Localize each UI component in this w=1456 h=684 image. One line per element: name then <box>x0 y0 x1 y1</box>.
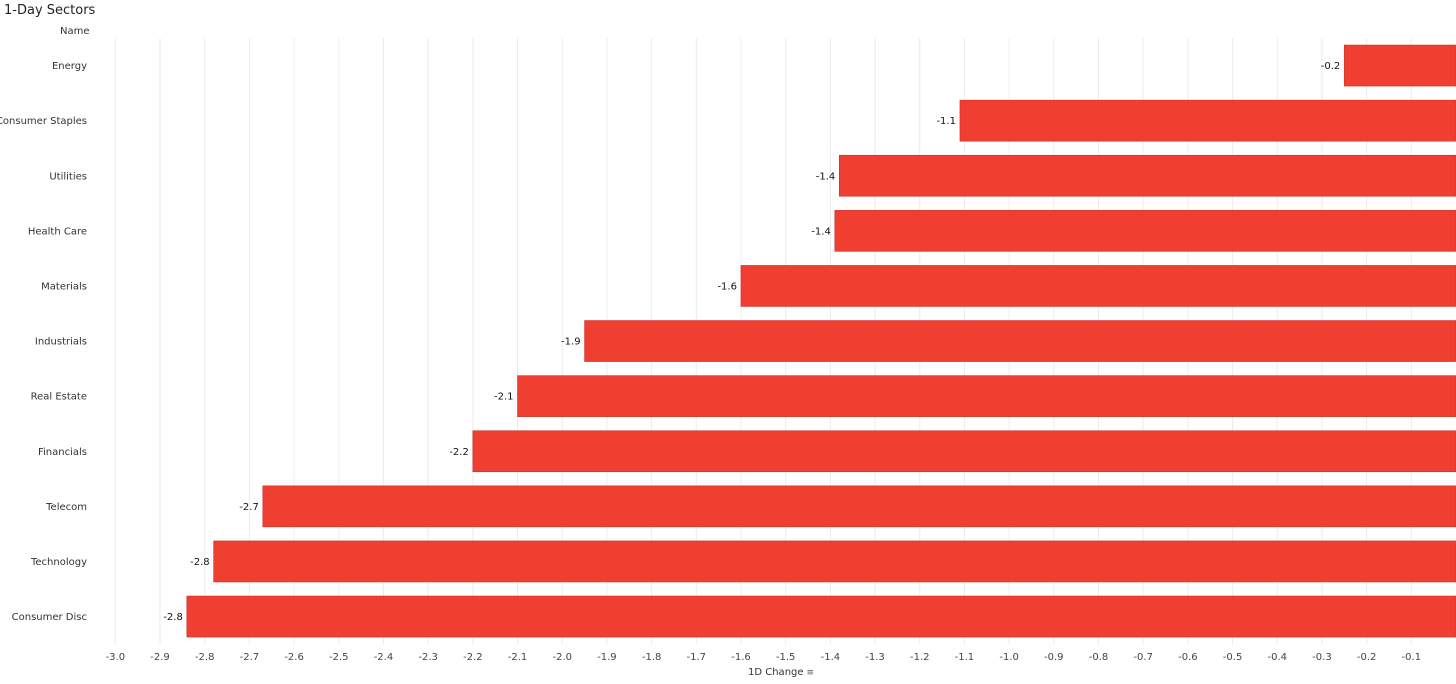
x-axis-title[interactable]: 1D Change ≡ <box>748 667 814 678</box>
x-tick-label: -0.6 <box>1178 652 1198 663</box>
x-tick-label: -2.7 <box>240 652 260 663</box>
category-label: Telecom <box>45 502 87 513</box>
x-tick-label: -1.8 <box>642 652 662 663</box>
category-label: Health Care <box>28 226 87 237</box>
x-tick-label: -1.1 <box>955 652 975 663</box>
data-label: -0.2 <box>1321 61 1341 72</box>
x-tick-label: -2.3 <box>418 652 438 663</box>
bar[interactable] <box>838 154 1456 197</box>
x-tick-label: -1.6 <box>731 652 751 663</box>
category-label: Industrials <box>35 337 87 348</box>
x-tick-label: -0.3 <box>1312 652 1332 663</box>
bars <box>186 44 1456 638</box>
data-label: -1.9 <box>561 337 581 348</box>
bar[interactable] <box>262 485 1456 528</box>
x-tick-label: -1.9 <box>597 652 617 663</box>
category-label: Financials <box>38 447 87 458</box>
data-label: -1.4 <box>816 171 836 182</box>
x-tick-label: -2.4 <box>374 652 394 663</box>
x-tick-label: -0.4 <box>1267 652 1287 663</box>
row-header-name[interactable]: Name <box>60 26 90 37</box>
data-label: -2.8 <box>163 612 183 623</box>
x-axis-title-text: 1D Change <box>748 667 804 678</box>
x-tick-label: -2.9 <box>150 652 170 663</box>
x-tick-label: -2.5 <box>329 652 349 663</box>
bar[interactable] <box>213 540 1456 583</box>
x-tick-label: -2.6 <box>284 652 304 663</box>
x-tick-label: -1.0 <box>999 652 1019 663</box>
category-label: Consumer Disc <box>12 612 87 623</box>
sort-descending-icon[interactable]: ≡ <box>806 668 815 678</box>
x-tick-label: -1.7 <box>687 652 707 663</box>
bar[interactable] <box>834 210 1456 252</box>
data-label: -2.8 <box>190 557 210 568</box>
chart-title: 1-Day Sectors <box>4 3 96 18</box>
category-label: Energy <box>52 61 87 72</box>
data-label: -1.6 <box>717 281 737 292</box>
x-tick-label: -0.9 <box>1044 652 1064 663</box>
data-label: -2.2 <box>449 447 469 458</box>
bar[interactable] <box>472 430 1456 473</box>
bar[interactable] <box>959 99 1456 142</box>
category-label: Materials <box>41 281 87 292</box>
data-label: -1.1 <box>936 116 956 127</box>
x-tick-label: -1.3 <box>865 652 885 663</box>
x-tick-label: -2.1 <box>508 652 528 663</box>
x-tick-label: -3.0 <box>106 652 126 663</box>
x-tick-label: -1.2 <box>910 652 930 663</box>
x-tick-label: -0.7 <box>1133 652 1153 663</box>
data-labels: -0.2 -1.1 -1.4 -1.4 -1.6 -1.9 -2.1 -2.2 -2.7 -2.8… <box>163 61 1340 623</box>
category-label: Utilities <box>49 171 87 182</box>
data-label: -2.7 <box>239 502 259 513</box>
data-label: -1.4 <box>811 226 831 237</box>
category-label: Consumer Staples <box>0 116 87 127</box>
x-tick-labels: -3.0 -2.9 -2.8 -2.7 -2.6 -2.5 -2.4 -2.3 -2.2 -2.1… <box>106 652 1421 663</box>
x-tick-label: -2.0 <box>552 652 572 663</box>
category-labels: Energy Consumer Staples Utilities Health Ca… <box>0 61 87 623</box>
x-tick-label: -0.1 <box>1402 652 1422 663</box>
x-tick-label: -2.8 <box>195 652 215 663</box>
bar[interactable] <box>1343 44 1456 87</box>
bar[interactable] <box>584 320 1456 362</box>
x-tick-label: -1.5 <box>776 652 796 663</box>
category-label: Real Estate <box>31 392 87 403</box>
x-tick-label: -2.2 <box>463 652 483 663</box>
x-tick-label: -0.5 <box>1223 652 1243 663</box>
x-tick-label: -1.4 <box>821 652 841 663</box>
bar[interactable] <box>186 595 1456 638</box>
x-tick-label: -0.2 <box>1357 652 1377 663</box>
bar[interactable] <box>740 265 1456 307</box>
x-tick-label: -0.8 <box>1089 652 1109 663</box>
data-label: -2.1 <box>494 392 514 403</box>
category-label: Technology <box>30 557 87 568</box>
bar[interactable] <box>517 375 1456 417</box>
